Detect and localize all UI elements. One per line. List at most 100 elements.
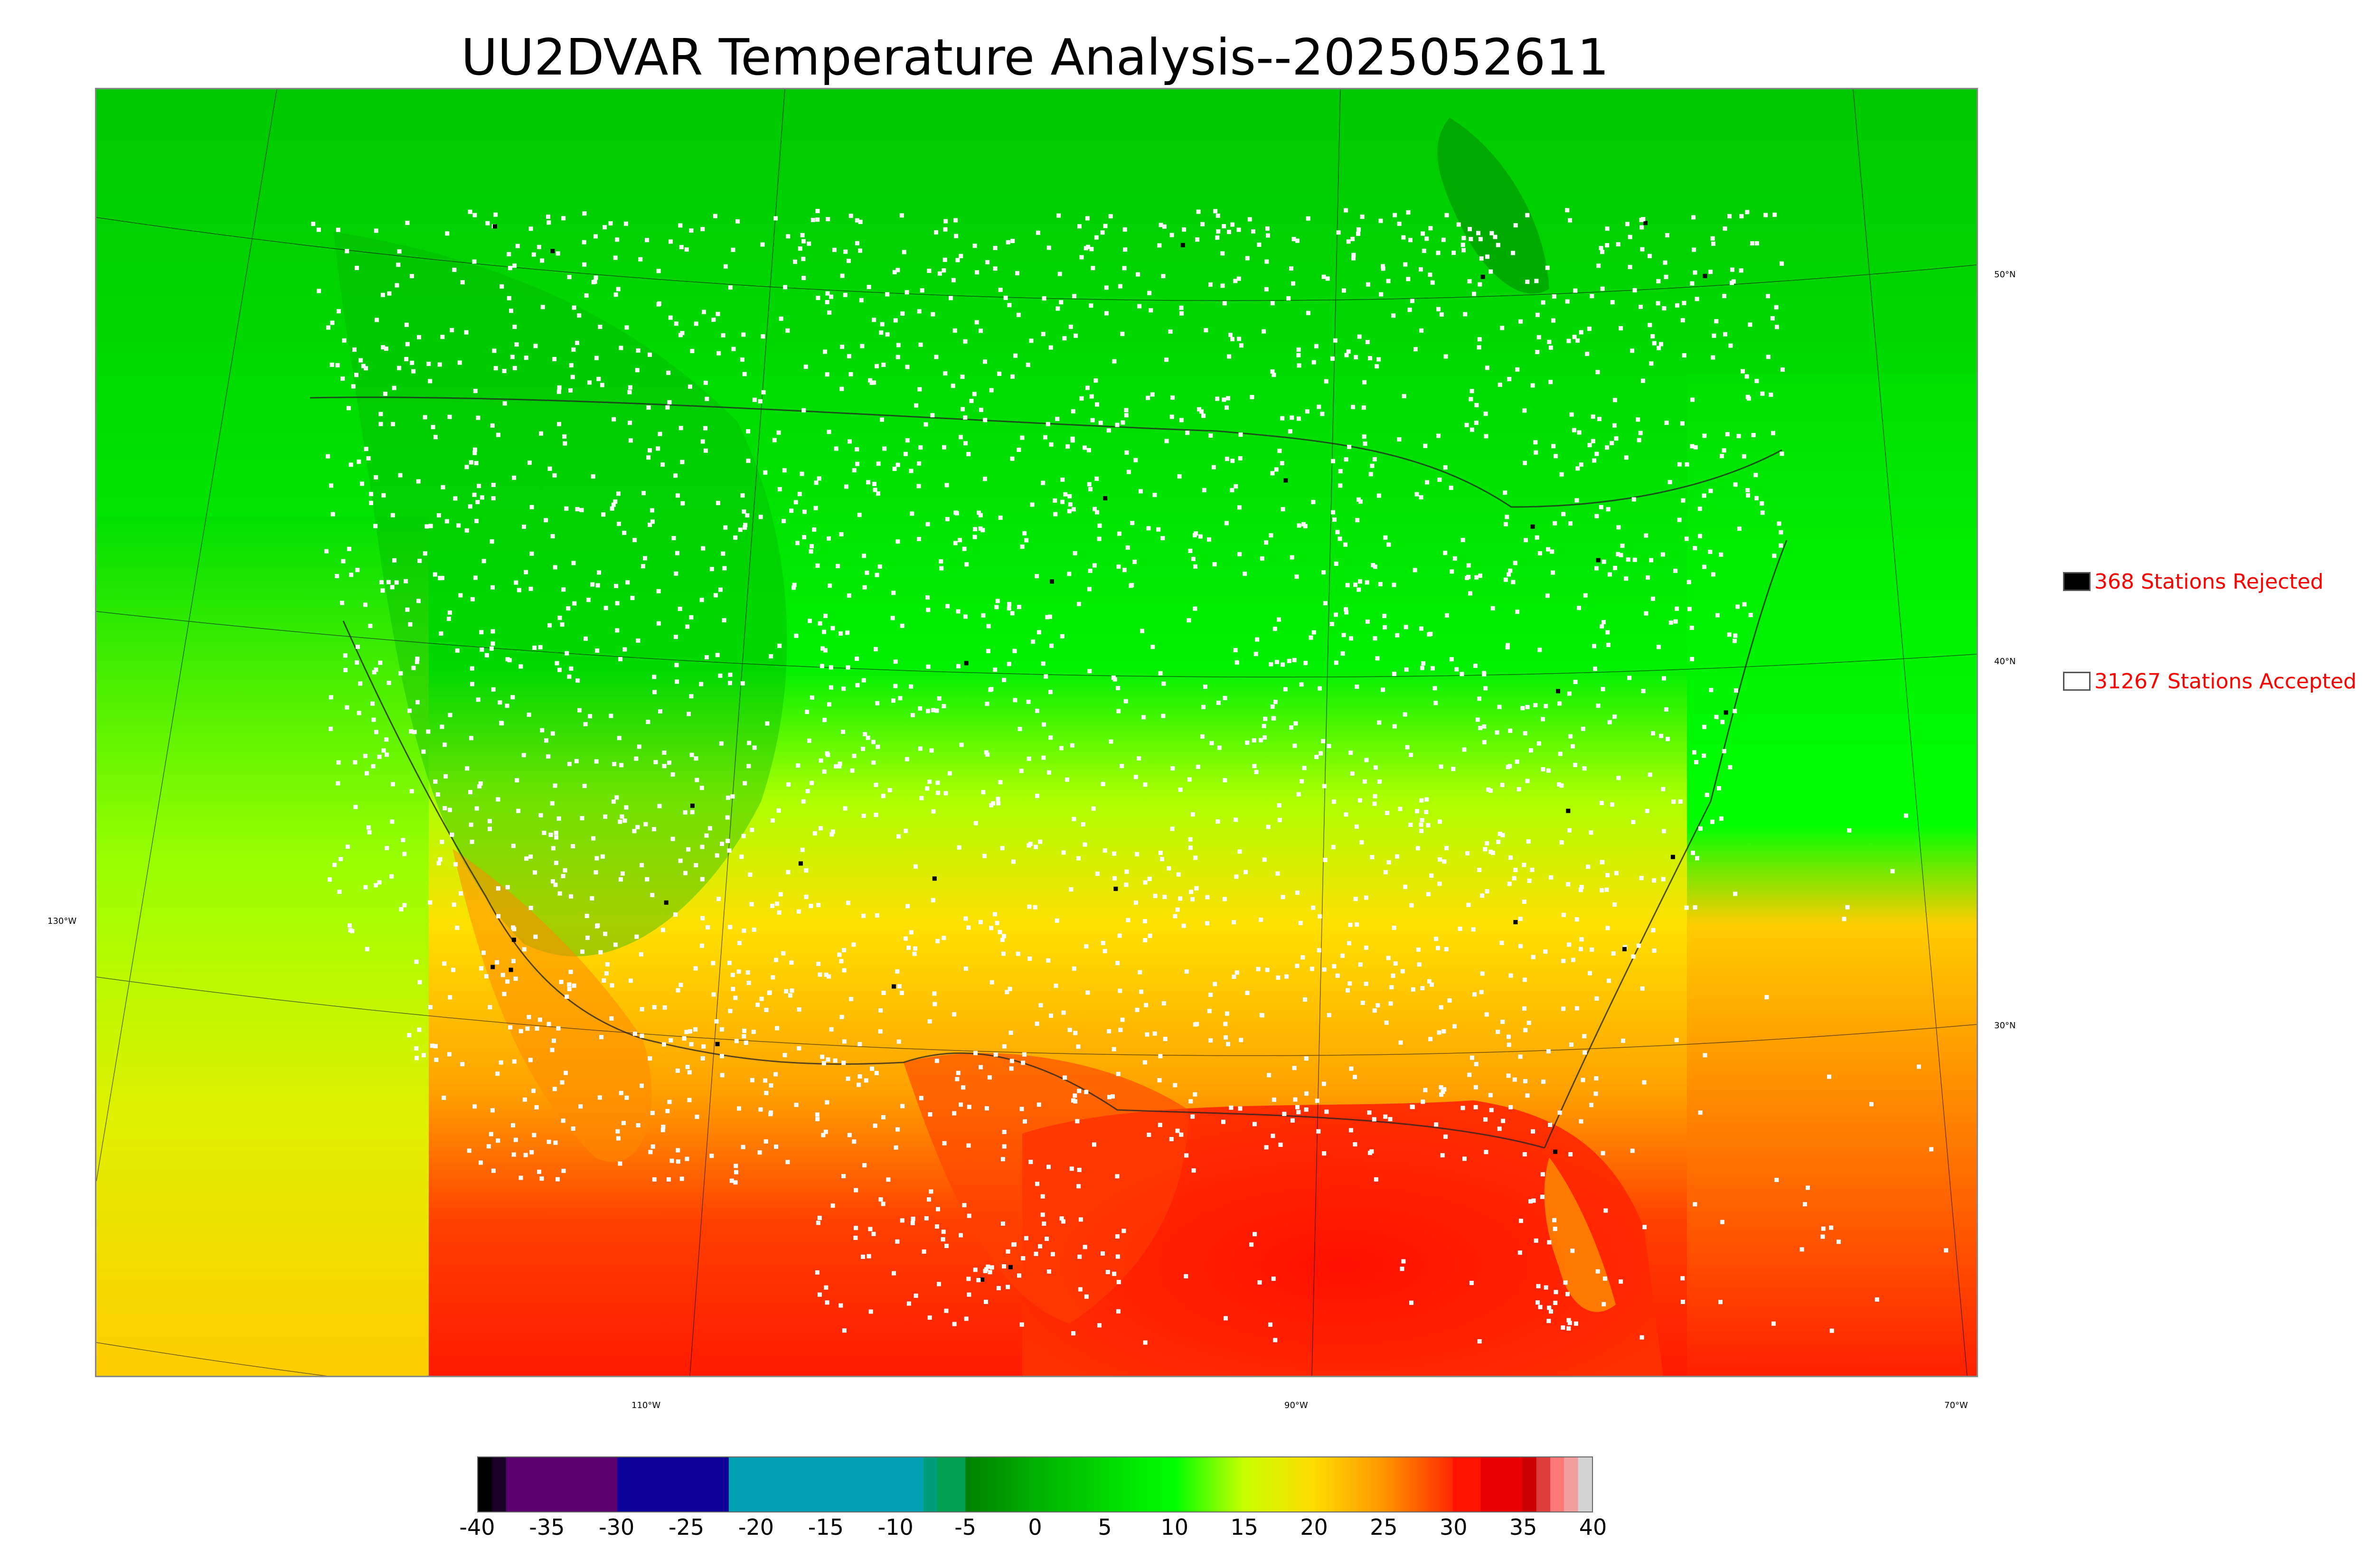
station-accepted-marker xyxy=(829,294,833,299)
station-accepted-marker xyxy=(495,1071,500,1076)
station-accepted-marker xyxy=(1506,1034,1511,1039)
station-accepted-marker xyxy=(1157,243,1162,248)
station-accepted-marker xyxy=(815,217,820,222)
station-accepted-marker xyxy=(998,930,1002,934)
station-accepted-marker xyxy=(846,1076,850,1081)
station-accepted-marker xyxy=(1639,225,1644,230)
station-accepted-marker xyxy=(1722,448,1726,453)
station-accepted-marker xyxy=(1023,1119,1027,1124)
station-accepted-marker xyxy=(1145,1032,1149,1037)
station-accepted-marker xyxy=(1408,823,1413,827)
station-accepted-marker xyxy=(980,528,985,533)
station-accepted-marker xyxy=(489,646,494,651)
station-accepted-marker xyxy=(1495,730,1499,735)
station-accepted-marker xyxy=(704,655,709,659)
station-accepted-marker xyxy=(571,347,576,352)
station-accepted-marker xyxy=(1158,671,1163,676)
station-accepted-marker xyxy=(1430,666,1435,671)
station-accepted-marker xyxy=(720,1054,724,1059)
station-accepted-marker xyxy=(991,801,996,806)
station-accepted-marker xyxy=(327,877,332,882)
station-accepted-marker xyxy=(371,764,376,769)
station-accepted-marker xyxy=(336,227,340,232)
station-accepted-marker xyxy=(1325,276,1330,281)
station-accepted-marker xyxy=(1215,235,1220,240)
station-accepted-marker xyxy=(445,231,450,236)
station-accepted-marker xyxy=(470,597,475,601)
station-accepted-marker xyxy=(961,1085,966,1090)
station-accepted-marker xyxy=(459,891,463,896)
station-accepted-marker xyxy=(1496,840,1501,845)
station-accepted-marker xyxy=(892,270,897,274)
station-accepted-marker xyxy=(1150,645,1155,649)
station-accepted-marker xyxy=(1395,854,1400,859)
station-accepted-marker xyxy=(1590,294,1594,299)
station-accepted-marker xyxy=(1170,826,1175,831)
station-accepted-marker xyxy=(514,580,518,585)
station-accepted-marker xyxy=(417,559,422,563)
station-accepted-marker xyxy=(1372,801,1377,806)
station-accepted-marker xyxy=(900,311,905,316)
station-accepted-marker xyxy=(1007,606,1011,610)
station-accepted-marker xyxy=(1245,991,1250,995)
station-accepted-marker xyxy=(1566,1326,1571,1331)
station-accepted-marker xyxy=(567,982,572,987)
station-accepted-marker xyxy=(1522,1006,1526,1011)
station-accepted-marker xyxy=(725,795,730,800)
station-accepted-marker xyxy=(551,1038,556,1043)
station-accepted-marker xyxy=(1582,766,1587,771)
station-accepted-marker xyxy=(721,551,725,556)
station-accepted-marker xyxy=(542,830,546,835)
station-accepted-marker xyxy=(1162,224,1167,229)
station-accepted-marker xyxy=(1498,383,1502,387)
station-accepted-marker xyxy=(829,685,833,690)
station-accepted-marker xyxy=(1567,691,1572,696)
station-accepted-marker xyxy=(609,1016,614,1021)
station-accepted-marker xyxy=(979,407,983,412)
station-accepted-marker xyxy=(751,1030,756,1034)
station-accepted-marker xyxy=(685,624,690,629)
station-accepted-marker xyxy=(1714,319,1719,324)
station-accepted-marker xyxy=(1376,357,1381,362)
station-accepted-marker xyxy=(1116,709,1121,714)
station-accepted-marker xyxy=(843,249,848,254)
station-accepted-marker xyxy=(735,219,740,224)
station-accepted-marker xyxy=(1195,1022,1199,1026)
station-accepted-marker xyxy=(343,653,348,658)
station-accepted-marker xyxy=(1121,420,1125,425)
station-accepted-marker xyxy=(618,819,622,824)
station-accepted-marker xyxy=(548,833,553,837)
station-accepted-marker xyxy=(652,1005,657,1010)
station-accepted-marker xyxy=(1432,686,1437,691)
station-accepted-marker xyxy=(1178,788,1183,792)
station-accepted-marker xyxy=(963,916,968,921)
station-accepted-marker xyxy=(583,722,588,726)
station-accepted-marker xyxy=(1470,1055,1474,1060)
station-accepted-marker xyxy=(1577,606,1581,610)
station-accepted-marker xyxy=(1053,512,1058,516)
station-accepted-marker xyxy=(417,335,421,339)
station-accepted-marker xyxy=(487,819,492,824)
station-accepted-marker xyxy=(1134,900,1138,905)
station-accepted-marker xyxy=(700,439,705,444)
station-accepted-marker xyxy=(1089,303,1093,308)
station-accepted-marker xyxy=(1731,279,1736,284)
station-accepted-marker xyxy=(514,342,519,347)
station-accepted-marker xyxy=(397,366,402,370)
station-accepted-marker xyxy=(1046,1164,1051,1169)
station-accepted-marker xyxy=(650,508,654,513)
station-accepted-marker xyxy=(1102,949,1107,953)
station-accepted-marker xyxy=(896,343,901,347)
station-accepted-marker xyxy=(1112,1047,1116,1052)
station-accepted-marker xyxy=(1420,986,1425,990)
station-accepted-marker xyxy=(1567,942,1572,947)
station-accepted-marker xyxy=(474,519,479,523)
station-accepted-marker xyxy=(464,528,469,533)
station-accepted-marker xyxy=(1102,848,1107,853)
station-accepted-marker xyxy=(531,252,536,257)
station-accepted-marker xyxy=(662,764,667,769)
station-accepted-marker xyxy=(349,573,354,577)
station-accepted-marker xyxy=(1436,946,1440,950)
station-accepted-marker xyxy=(1742,602,1747,607)
station-accepted-marker xyxy=(643,822,648,826)
